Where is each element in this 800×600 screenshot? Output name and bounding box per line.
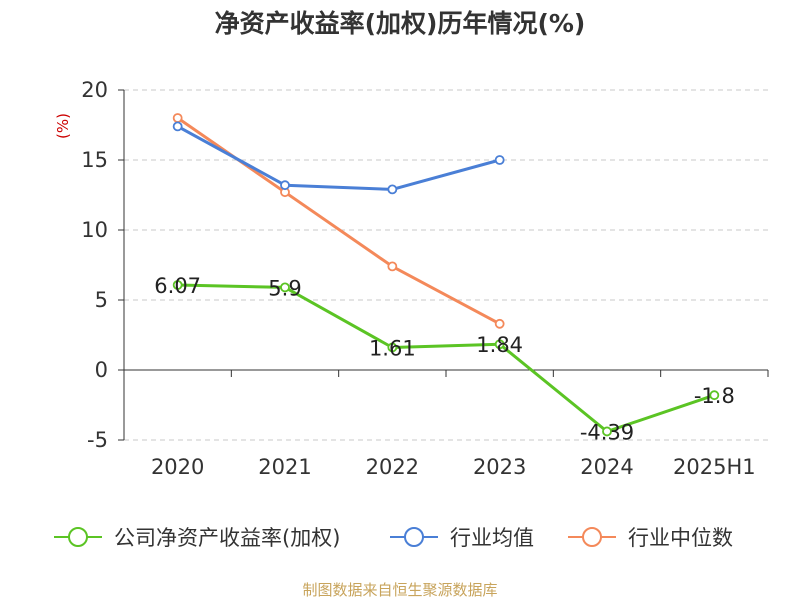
data-point: [709, 390, 720, 401]
data-label: -1.8: [694, 384, 735, 408]
data-point: [280, 282, 290, 293]
data-label: -4.39: [580, 420, 634, 444]
data-point: [494, 155, 505, 165]
data-point: [494, 318, 505, 329]
chart-title: 净资产收益率(加权)历年情况(%): [215, 9, 586, 38]
y-tick-label: 5: [95, 288, 108, 312]
x-tick-label: 2023: [473, 455, 526, 479]
data-point: [280, 180, 290, 191]
data-point: [387, 261, 398, 272]
data-point: [172, 280, 183, 290]
data-point: [602, 426, 612, 437]
series-line: [176, 283, 716, 433]
y-tick-label: -5: [87, 428, 108, 452]
data-label: 1.84: [476, 333, 523, 357]
legend-marker: [68, 527, 88, 547]
source-note: 制图数据来自恒生聚源数据库: [302, 581, 497, 599]
data-point: [387, 184, 398, 195]
y-tick-label: 10: [81, 218, 108, 242]
data-label: 5.9: [268, 276, 301, 300]
gridlines: [124, 89, 768, 441]
series-line: [176, 116, 502, 326]
legend-label: 公司净资产收益率(加权): [114, 526, 340, 550]
legend-marker: [404, 527, 424, 547]
y-tick-label: 0: [95, 358, 108, 382]
data-point: [494, 339, 505, 350]
y-unit-label: (%): [54, 113, 72, 139]
legend-label: 行业中位数: [628, 526, 733, 550]
x-tick-label: 2024: [580, 455, 633, 479]
data-point: [172, 113, 183, 123]
x-tick-label: 2020: [151, 455, 204, 479]
data-label: 1.61: [369, 336, 416, 360]
series-group: [172, 113, 720, 437]
data-labels: 6.07 5.9 1.61 1.84 -4.39 -1.8: [154, 274, 735, 444]
data-point: [172, 121, 183, 132]
series-line: [176, 124, 502, 191]
legend-label: 行业均值: [450, 526, 534, 550]
x-tick-label: 2025H1: [673, 455, 756, 479]
x-tick-label: 2021: [258, 455, 311, 479]
legend-marker: [582, 527, 602, 547]
y-tick-label: 15: [81, 148, 108, 172]
x-tick-label: 2022: [366, 455, 419, 479]
data-point: [387, 342, 398, 353]
y-tick-label: 20: [81, 78, 108, 102]
data-label: 6.07: [154, 274, 201, 298]
legend: 公司净资产收益率(加权) 行业均值 行业中位数: [54, 526, 733, 550]
